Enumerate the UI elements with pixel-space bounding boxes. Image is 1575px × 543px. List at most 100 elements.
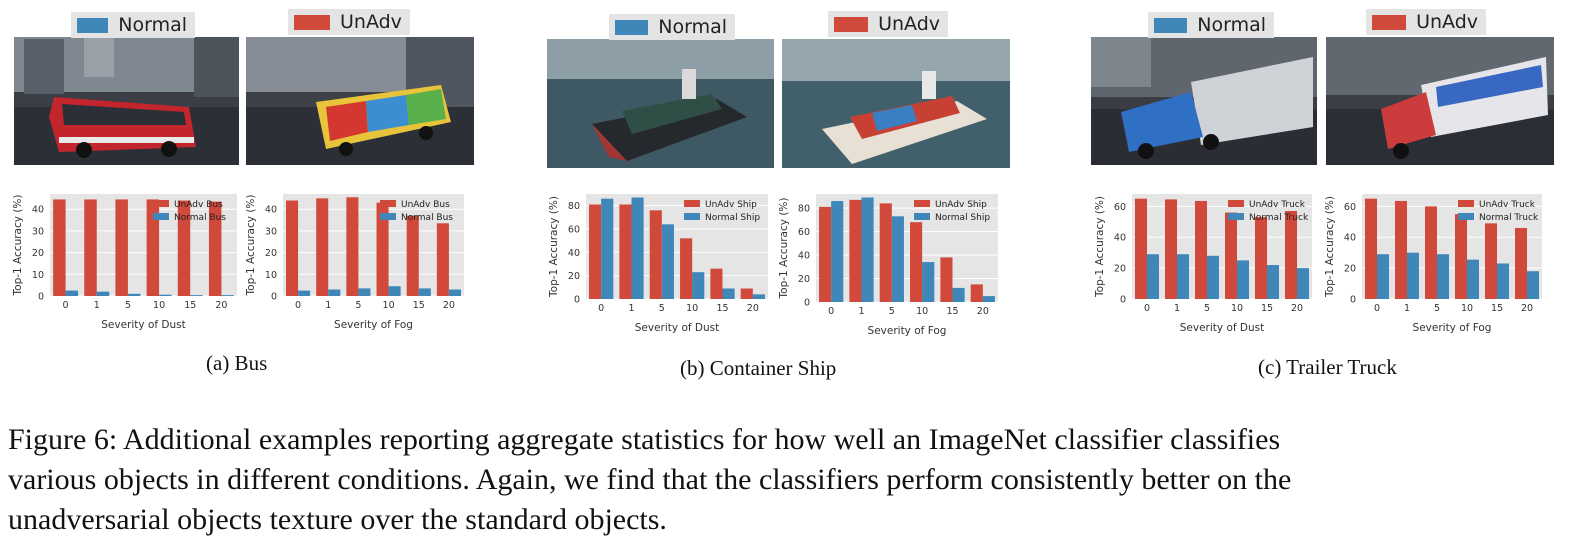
x-tick-label: 0 [828,306,834,317]
normal-bar [1497,263,1509,299]
x-tick-label: 1 [325,300,331,311]
x-tick-label: 10 [383,300,395,311]
x-tick-label: 15 [184,300,196,311]
y-tick-label: 10 [32,270,44,281]
unadv-bar [819,206,832,302]
bar-chart: 0 20 40 60 80 0 1 5 10 15 20 UnAdv Ship Normal Ship S… [774,190,1002,338]
y-tick-label: 0 [804,298,810,309]
y-tick-label: 80 [568,201,580,212]
y-tick-label: 30 [265,226,277,237]
x-tick-label: 10 [1461,303,1473,314]
unadv-bar [1225,212,1237,299]
unadv-bar [1255,217,1267,299]
truck-normal-badge: Normal [1148,12,1274,38]
unadv-bar [208,201,222,296]
y-axis-label: Top-1 Accuracy (%) [1324,196,1336,298]
normal-bar [631,197,644,299]
normal-bar [1297,268,1309,299]
legend-swatch [684,200,700,207]
unadv-bar [115,199,128,296]
subcaption-truck: (c) Trailer Truck [1258,355,1397,379]
x-tick-label: 5 [1204,303,1210,314]
legend-swatch [684,213,700,220]
legend-label: UnAdv Truck [1249,200,1306,210]
plot-area [816,194,998,302]
x-tick-label: 0 [1144,303,1150,314]
badge-label: Normal [118,14,187,36]
unadv-bar [286,200,299,296]
bus-unadv-photo [246,37,474,165]
x-tick-label: 10 [1231,303,1243,314]
unadv-bar [346,197,359,296]
legend-swatch [914,213,930,220]
normal-bar [982,296,995,302]
unadv-bar [436,223,449,296]
unadv-bar [710,268,723,299]
normal-bar [1407,252,1419,299]
y-tick-label: 20 [798,274,810,285]
legend-label: Normal Truck [1479,213,1539,223]
bar-chart: 0 10 20 30 40 0 1 5 10 15 20 UnAdv Bus Normal Bus Sev… [241,190,468,332]
plot-area [1132,194,1312,299]
legend-swatch [380,213,396,220]
normal-bar [159,294,172,296]
caption-line: Figure 6: Additional examples reporting … [8,423,1281,456]
badge-label: UnAdv [340,11,402,33]
badge-label: Normal [658,16,727,38]
y-tick-label: 20 [568,271,580,282]
normal-bar [358,288,371,296]
x-tick-label: 15 [946,306,958,317]
x-tick-label: 15 [716,303,728,314]
badge-label: UnAdv [1416,11,1478,33]
y-tick-label: 20 [1114,264,1126,275]
legend-swatch [380,200,396,207]
subcaption-ship: (b) Container Ship [680,356,837,380]
x-tick-label: 10 [686,303,698,314]
unadv-bar [1365,198,1377,299]
x-axis-label: Severity of Dust [1180,322,1265,334]
unadv-bar [849,199,862,302]
x-axis-label: Severity of Fog [334,319,413,331]
x-tick-label: 20 [215,300,227,311]
ship-unadv-photo [782,39,1010,168]
legend-swatch [1228,200,1244,207]
plot-area [283,194,464,296]
bar-chart: 0 20 40 60 0 1 5 10 15 20 UnAdv Truck Normal Truck S… [1090,190,1316,335]
legend-swatch [1228,213,1244,220]
x-tick-label: 15 [413,300,425,311]
unadv-bar [146,199,160,296]
x-tick-label: 10 [916,306,928,317]
x-tick-label: 1 [858,306,864,317]
y-tick-label: 60 [1344,202,1356,213]
y-tick-label: 0 [271,292,277,303]
normal-bar [891,216,904,302]
normal-bar [1147,254,1159,299]
x-tick-label: 20 [977,306,989,317]
legend-label: Normal Ship [935,213,990,223]
plot-area [50,194,237,296]
normal-bar [190,295,203,296]
normal-bar [601,198,614,299]
normal-bar [127,293,141,296]
normal-bar [1207,255,1219,299]
x-tick-label: 10 [153,300,165,311]
legend-swatch [914,200,930,207]
x-tick-label: 15 [1261,303,1273,314]
y-axis-label: Top-1 Accuracy (%) [245,195,257,297]
y-axis-label: Top-1 Accuracy (%) [12,195,24,297]
y-tick-label: 60 [1114,202,1126,213]
legend-label: UnAdv Bus [401,200,450,210]
x-tick-label: 1 [94,300,100,311]
bus-normal-photo [14,37,239,165]
legend-swatch [1458,200,1474,207]
x-axis-label: Severity of Fog [868,325,947,337]
unadv-bar [1425,206,1437,299]
normal-bar [1237,260,1249,299]
x-axis-label: Severity of Fog [1413,322,1492,334]
unadv-bar [1455,214,1467,299]
y-tick-label: 20 [265,248,277,259]
y-tick-label: 40 [568,248,580,259]
normal-bar [1177,254,1189,299]
bar-chart: 0 10 20 30 40 0 1 5 10 15 20 UnAdv Bus Normal Bus Sev… [8,190,241,332]
